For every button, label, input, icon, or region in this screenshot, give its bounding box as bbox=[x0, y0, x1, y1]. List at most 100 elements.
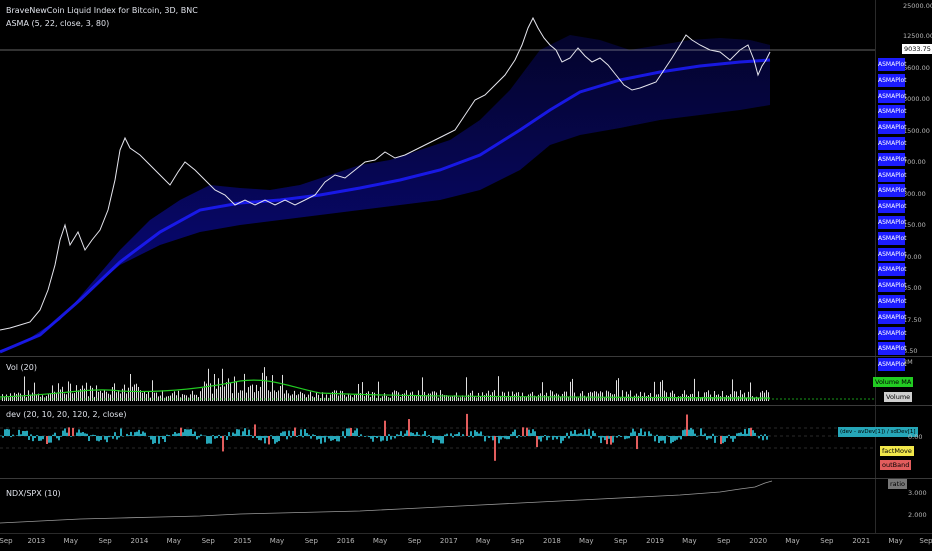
dev-bar bbox=[264, 436, 266, 443]
asma-plot-tag: ASMAPlot bbox=[878, 58, 905, 71]
volume-bar bbox=[660, 382, 661, 401]
time-axis-label: 2013 bbox=[27, 537, 45, 545]
volume-bar bbox=[20, 394, 21, 401]
dev-bar bbox=[638, 433, 640, 436]
dev-bar bbox=[720, 436, 722, 444]
volume-bar bbox=[218, 378, 219, 401]
dev-bar bbox=[280, 433, 282, 436]
volume-pane[interactable]: Vol (20) bbox=[0, 357, 875, 405]
dev-bar bbox=[434, 436, 436, 439]
dev-bar bbox=[288, 431, 290, 436]
dev-bar bbox=[304, 429, 306, 436]
volume-bar bbox=[18, 393, 19, 401]
dev-bar bbox=[100, 436, 102, 440]
volume-bar bbox=[90, 386, 91, 401]
dev-bar bbox=[208, 436, 210, 443]
volume-bar bbox=[404, 393, 405, 401]
dev-legend[interactable]: dev (20, 10, 20, 120, 2, close) bbox=[6, 410, 126, 419]
dev-bar bbox=[370, 436, 372, 439]
volume-bar bbox=[634, 396, 635, 401]
volume-bar bbox=[294, 391, 295, 401]
ndx-spx-pane[interactable]: NDX/SPX (10) bbox=[0, 479, 875, 533]
volume-bar bbox=[526, 397, 527, 401]
time-axis-label: May bbox=[579, 537, 593, 545]
volume-chart[interactable] bbox=[0, 357, 875, 405]
volume-bar bbox=[762, 391, 763, 401]
volume-bar bbox=[308, 395, 309, 401]
dev-bar bbox=[268, 436, 270, 444]
dev-bar bbox=[262, 436, 264, 438]
volume-bar bbox=[734, 391, 735, 401]
time-axis-label: Sep bbox=[919, 537, 932, 545]
dev-bar bbox=[148, 436, 150, 437]
ndx-spx-legend[interactable]: NDX/SPX (10) bbox=[6, 489, 61, 498]
dev-bar bbox=[424, 431, 426, 436]
volume-bar bbox=[124, 385, 125, 401]
volume-bar bbox=[50, 393, 51, 401]
volume-bar bbox=[226, 382, 227, 401]
asma-legend[interactable]: ASMA (5, 22, close, 3, 80) bbox=[6, 19, 109, 28]
dev-bar bbox=[754, 433, 756, 436]
dev-bar bbox=[192, 434, 194, 436]
dev-bar bbox=[384, 421, 386, 436]
price-pane[interactable]: BraveNewCoin Liquid Index for Bitcoin, 3… bbox=[0, 0, 875, 356]
dev-bar bbox=[166, 435, 168, 436]
volume-bar bbox=[198, 397, 199, 401]
dev-bar bbox=[140, 434, 142, 436]
dev-bar bbox=[150, 436, 152, 440]
volume-bar bbox=[228, 378, 229, 401]
asma-plot-tag: ASMAPlot bbox=[878, 232, 905, 245]
volume-legend[interactable]: Vol (20) bbox=[6, 363, 37, 372]
volume-axis-top: 2M bbox=[903, 358, 913, 366]
dev-bar bbox=[24, 431, 26, 436]
dev-bar bbox=[222, 436, 224, 451]
dev-bar bbox=[456, 434, 458, 436]
dev-bar bbox=[322, 436, 324, 438]
dev-bar bbox=[640, 428, 642, 436]
volume-bar bbox=[130, 374, 131, 401]
dev-bar bbox=[348, 428, 350, 436]
dev-bar bbox=[590, 436, 592, 439]
time-axis-label: Sep bbox=[820, 537, 833, 545]
volume-bar bbox=[358, 384, 359, 401]
dev-pane[interactable]: dev (20, 10, 20, 120, 2, close) bbox=[0, 406, 875, 478]
volume-bar bbox=[194, 395, 195, 401]
dev-bar bbox=[644, 432, 646, 436]
ndx-spx-chart[interactable] bbox=[0, 479, 875, 533]
volume-bar bbox=[558, 395, 559, 401]
dev-bar bbox=[70, 436, 72, 437]
dev-bar bbox=[604, 436, 606, 440]
dev-bar bbox=[352, 433, 354, 436]
dev-chart[interactable] bbox=[0, 406, 875, 478]
dev-bar bbox=[198, 436, 200, 438]
asma-plot-tag: ASMAPlot bbox=[878, 137, 905, 150]
volume-bar bbox=[678, 396, 679, 401]
time-axis-label: May bbox=[888, 537, 902, 545]
volume-bar bbox=[190, 394, 191, 401]
dev-bar bbox=[58, 436, 60, 440]
dev-bar bbox=[244, 428, 246, 436]
dev-bar bbox=[584, 430, 586, 436]
time-axis-label: May bbox=[785, 537, 799, 545]
dev-bar bbox=[536, 436, 538, 447]
volume-bar bbox=[590, 392, 591, 401]
price-chart[interactable] bbox=[0, 0, 875, 356]
dev-bar bbox=[234, 434, 236, 436]
time-axis-label: May bbox=[270, 537, 284, 545]
volume-bar bbox=[304, 394, 305, 401]
volume-bar bbox=[342, 391, 343, 401]
dev-bar bbox=[278, 436, 280, 441]
time-axis-label: May bbox=[167, 537, 181, 545]
dev-bar bbox=[28, 436, 30, 440]
dev-bar bbox=[556, 436, 558, 439]
dev-bar bbox=[290, 436, 292, 437]
dev-bar bbox=[532, 429, 534, 436]
volume-bar bbox=[466, 377, 467, 401]
volume-bar bbox=[564, 392, 565, 401]
dev-bar bbox=[326, 436, 328, 437]
volume-bar bbox=[334, 390, 335, 401]
volume-bar bbox=[382, 396, 383, 401]
dev-bar bbox=[398, 435, 400, 436]
time-axis-label: 2021 bbox=[852, 537, 870, 545]
dev-bar bbox=[612, 436, 614, 443]
